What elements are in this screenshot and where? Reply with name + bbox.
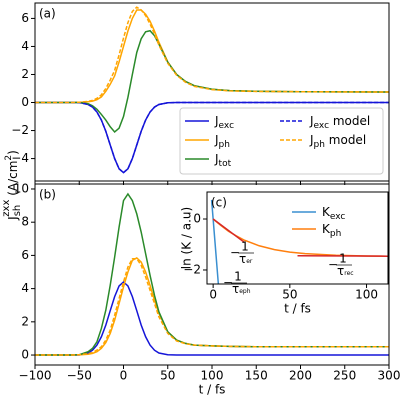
panel-label: (c)	[211, 196, 227, 210]
label-main: K	[322, 205, 331, 219]
y-tick-label: 0	[21, 95, 29, 109]
label-tail: model	[325, 133, 366, 147]
denominator-sub: er	[246, 258, 253, 265]
y-tick-label: 8	[21, 215, 29, 229]
denominator-sub: rec	[344, 270, 353, 277]
label-sub: ph	[314, 140, 325, 150]
legend-label: Jtot	[214, 152, 232, 169]
denominator-sub: eph	[239, 288, 251, 295]
plot-area	[210, 199, 388, 284]
panel-label: (b)	[39, 188, 56, 202]
x-tick-label: 200	[289, 369, 312, 383]
annotation-denominator: τeph	[232, 282, 251, 296]
y-tick-label: 4	[21, 39, 29, 53]
x-tick-label: 0	[120, 369, 128, 383]
label-unit: (A/cm	[6, 161, 20, 200]
legend-label: Kph	[322, 222, 341, 239]
annotation-denominator: τrec	[337, 264, 354, 278]
annotation-denominator: τer	[239, 252, 253, 266]
x-tick-label: 150	[245, 369, 268, 383]
annotation-numerator: 1	[241, 240, 249, 254]
y-axis-label: Jshzxx (A/cm2)	[1, 150, 23, 221]
legend-label: Jph model	[309, 133, 366, 150]
x-tick-label: 50	[160, 369, 175, 383]
line	[35, 280, 389, 356]
denominator-main: τ	[232, 282, 239, 296]
x-axis-label: t / fs	[284, 302, 311, 316]
y-tick-label: 2	[21, 67, 29, 81]
label-sub: exc	[219, 121, 235, 131]
label-unit-sup: 2	[4, 155, 14, 161]
annotation-numerator: 1	[234, 270, 242, 284]
x-tick-label: 100	[201, 369, 224, 383]
legend-label: Jexc model	[309, 114, 370, 131]
line	[35, 101, 389, 174]
y-tick-label: 2	[21, 314, 29, 328]
y-tick-label: 0	[193, 212, 201, 226]
x-tick-label: 50	[282, 288, 297, 302]
label-sub: exc	[314, 121, 330, 131]
label-sub: tot	[219, 159, 232, 169]
label-sub: sh	[12, 205, 23, 217]
x-tick-label: 250	[333, 369, 356, 383]
label-main: J	[214, 133, 219, 147]
y-tick-label: −2	[11, 123, 29, 137]
y-axis-label: ln (K / a.u)	[180, 207, 194, 269]
x-tick-label: 300	[378, 369, 401, 383]
frame	[206, 191, 389, 285]
inset-background	[207, 192, 388, 284]
line	[35, 6, 389, 104]
legend-label: Jph	[214, 133, 230, 150]
annotation-sign: −	[328, 258, 338, 272]
x-tick-label: −50	[67, 369, 92, 383]
y-tick-label: 6	[21, 248, 29, 262]
x-axis-label: t / fs	[199, 383, 226, 397]
y-tick-label: 4	[21, 281, 29, 295]
y-tick-label: 10	[14, 181, 29, 195]
plot-area	[35, 6, 389, 174]
label-main: J	[214, 152, 219, 166]
plot-area	[35, 192, 389, 356]
label-sub: exc	[330, 212, 346, 222]
line	[297, 254, 388, 257]
label-close: )	[6, 150, 20, 155]
y-tick-label: −2	[183, 262, 201, 276]
x-tick-label: 0	[209, 288, 217, 302]
label-main: J	[214, 114, 219, 128]
label-tail: model	[329, 114, 370, 128]
line	[212, 218, 245, 243]
legend-label: Kexc	[322, 205, 345, 222]
label-sub: ph	[330, 229, 341, 239]
annotation-sign: −	[223, 276, 233, 290]
line	[35, 192, 389, 356]
x-tick-label: −100	[19, 369, 52, 383]
line	[35, 257, 389, 356]
label-main: J	[309, 133, 314, 147]
y-tick-label: 0	[21, 348, 29, 362]
label-main: J	[309, 114, 314, 128]
label-sub: ph	[219, 140, 230, 150]
label-main: K	[322, 222, 331, 236]
panel-label: (a)	[39, 7, 56, 21]
y-tick-label: 6	[21, 11, 29, 25]
y-tick-label: −4	[11, 151, 29, 165]
legend-label: Jexc	[214, 114, 234, 131]
x-tick-label: 100	[355, 288, 378, 302]
annotation-numerator: 1	[339, 252, 347, 266]
annotation-sign: −	[230, 246, 240, 260]
legend-box	[179, 107, 384, 175]
denominator-main: τ	[337, 264, 344, 278]
denominator-main: τ	[239, 252, 246, 266]
label-sup: zxx	[1, 200, 12, 217]
label-main: J	[6, 216, 20, 221]
